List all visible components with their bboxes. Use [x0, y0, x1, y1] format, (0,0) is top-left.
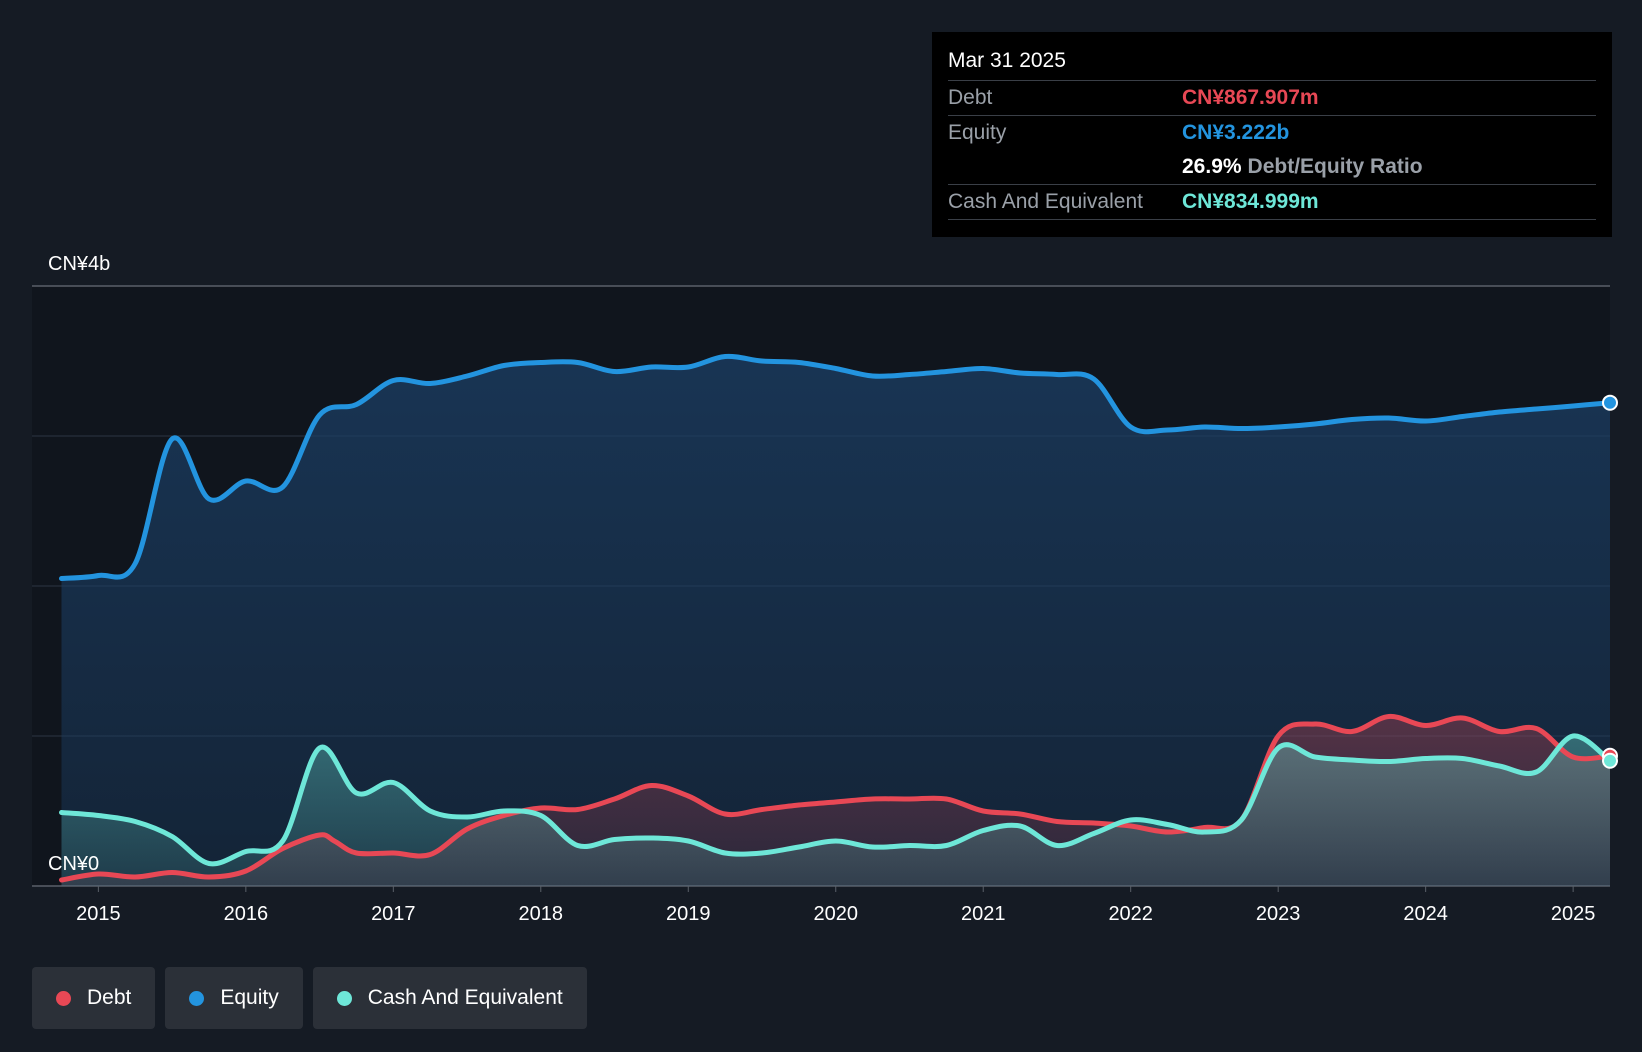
legend-item-debt[interactable]: Debt: [32, 967, 156, 1029]
legend-item-cash[interactable]: Cash And Equivalent: [312, 967, 587, 1029]
tooltip-ratio-label: Debt/Equity Ratio: [1247, 155, 1423, 178]
x-tick-label: 2018: [519, 903, 564, 925]
tooltip-cash-value: CN¥834.999m: [1182, 190, 1319, 213]
legend-item-equity[interactable]: Equity: [165, 967, 303, 1029]
tooltip-date: Mar 31 2025: [948, 46, 1596, 81]
tooltip-debt-row: Debt CN¥867.907m: [948, 81, 1596, 116]
x-tick-label: 2022: [1108, 903, 1153, 925]
legend: Debt Equity Cash And Equivalent: [32, 967, 597, 1029]
cash-dot-icon: [336, 990, 352, 1006]
y-axis-bottom-label: CN¥0: [48, 853, 99, 875]
legend-cash-label: Cash And Equivalent: [367, 986, 563, 1009]
x-tick-label: 2024: [1403, 903, 1448, 925]
equity-line: [59, 353, 1613, 581]
debt-line: [59, 713, 1613, 883]
tooltip-equity-value: CN¥3.222b: [1182, 121, 1290, 144]
tooltip-cash-row: Cash And Equivalent CN¥834.999m: [948, 185, 1596, 220]
cash-and-equivalent-area: [61, 735, 1610, 886]
equity-dot-icon: [189, 990, 205, 1006]
tooltip-equity-label: Equity: [948, 121, 1007, 144]
cash-and-equivalent-line: [59, 733, 1613, 867]
legend-equity-label: Equity: [220, 986, 279, 1009]
legend-debt-label: Debt: [87, 986, 132, 1009]
x-tick-label: 2021: [961, 903, 1006, 925]
tooltip-ratio-value: 26.9%: [1182, 155, 1242, 178]
tooltip-panel: Mar 31 2025 Debt CN¥867.907m Equity CN¥3…: [932, 32, 1612, 237]
debt-dot-icon: [56, 990, 71, 1006]
x-tick-label: 2020: [813, 903, 858, 925]
x-tick-label: 2015: [76, 903, 121, 925]
equity-area: [61, 356, 1610, 887]
x-tick-label: 2025: [1551, 903, 1596, 925]
x-tick-label: 2019: [666, 903, 711, 925]
x-tick-label: 2017: [371, 903, 416, 925]
tooltip-equity-row: Equity CN¥3.222b: [948, 116, 1596, 150]
y-axis-top-label: CN¥4b: [48, 253, 110, 275]
x-tick-label: 2023: [1256, 903, 1301, 925]
x-tick-label: 2016: [224, 903, 269, 925]
cash-and-equivalent-endpoint: [1602, 752, 1618, 769]
tooltip-ratio-row: 26.9% Debt/Equity Ratio: [948, 150, 1596, 185]
x-axis-ticks: 2015 2016 2017 2018 2019 2020 2021 2022 2023 2024…: [76, 886, 1595, 925]
tooltip-debt-label: Debt: [948, 86, 993, 109]
tooltip-debt-value: CN¥867.907m: [1182, 86, 1319, 109]
series-lines: [59, 353, 1613, 883]
series-endpoints: [1602, 394, 1618, 769]
tooltip-cash-label: Cash And Equivalent: [948, 190, 1143, 213]
equity-endpoint: [1602, 394, 1618, 411]
